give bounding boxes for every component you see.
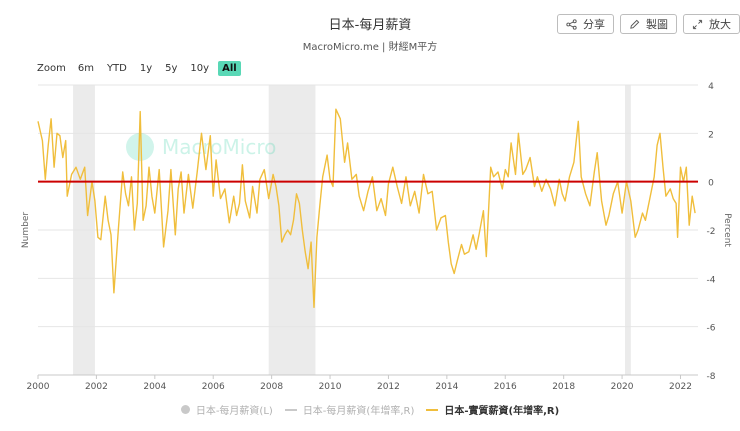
expand-label: 放大 xyxy=(709,18,731,31)
legend-label: 日本-實質薪資(年增率,R) xyxy=(444,406,560,417)
zoom-ytd[interactable]: YTD xyxy=(106,63,127,74)
y-tick-label: 0 xyxy=(708,179,714,189)
x-tick-label: 2018 xyxy=(552,382,575,392)
zoom-label: Zoom xyxy=(37,63,66,74)
share-label: 分享 xyxy=(583,18,605,31)
x-tick-label: 2006 xyxy=(202,382,225,392)
chart-title: 日本-每月薪資 xyxy=(328,18,412,33)
zoom-5y[interactable]: 5y xyxy=(165,63,178,74)
x-tick-label: 2012 xyxy=(377,382,400,392)
y-tick-label: 2 xyxy=(708,130,714,140)
legend-line-icon xyxy=(426,408,439,411)
legend-label: 日本-每月薪資(L) xyxy=(195,406,273,417)
share-button[interactable]: 分享 xyxy=(557,14,614,34)
y-tick-label: -6 xyxy=(707,324,716,334)
legend-dot-icon xyxy=(180,405,190,414)
zoom-1y[interactable]: 1y xyxy=(139,63,153,74)
y-axis-title-right: Percent xyxy=(722,213,732,247)
x-tick-label: 2002 xyxy=(85,382,108,392)
y-tick-label: -4 xyxy=(707,275,716,285)
x-tick-label: 2016 xyxy=(494,382,517,392)
series-line-real-wages xyxy=(37,108,696,308)
legend-item-real-wages-yoy[interactable]: 日本-實質薪資(年增率,R) xyxy=(426,402,559,417)
chart-subtitle: MacroMicro.me | 財經M平方 xyxy=(302,42,438,53)
y-tick-label: -8 xyxy=(707,372,716,382)
x-tick-label: 2014 xyxy=(435,382,458,392)
legend-item-wages-yoy[interactable]: 日本-每月薪資(年增率,R) xyxy=(284,402,415,417)
x-tick-label: 2004 xyxy=(143,382,166,392)
legend-item-wages[interactable]: 日本-每月薪資(L) xyxy=(180,402,273,417)
y-tick-label: 4 xyxy=(708,82,714,92)
x-tick-label: 2000 xyxy=(27,382,50,392)
x-tick-label: 2008 xyxy=(260,382,283,392)
watermark: MacroMicro xyxy=(162,135,276,159)
pencil-icon xyxy=(630,19,640,29)
zoom-6m[interactable]: 6m xyxy=(77,63,94,74)
watermark-logo-icon xyxy=(126,133,154,161)
y-axis-title-left: Number xyxy=(21,212,31,248)
x-tick-label: 2010 xyxy=(319,382,342,392)
zoom-selector: Zoom 6m YTD 1y 5y 10y All xyxy=(37,61,246,76)
draw-label: 製圖 xyxy=(646,18,668,31)
legend-line-icon xyxy=(284,408,297,411)
zoom-10y[interactable]: 10y xyxy=(190,63,210,74)
legend: 日本-每月薪資(L) 日本-每月薪資(年增率,R) 日本-實質薪資(年增率,R) xyxy=(0,402,740,417)
expand-button[interactable]: 放大 xyxy=(683,14,740,34)
toolbar: 分享 製圖 放大 xyxy=(557,14,740,34)
x-tick-label: 2022 xyxy=(669,382,692,392)
share-icon xyxy=(566,18,577,30)
zoom-all[interactable]: All xyxy=(218,61,241,76)
legend-label: 日本-每月薪資(年增率,R) xyxy=(302,406,415,417)
expand-icon xyxy=(692,19,703,29)
x-tick-label: 2020 xyxy=(611,382,634,392)
draw-button[interactable]: 製圖 xyxy=(620,14,677,34)
y-tick-label: -2 xyxy=(707,227,716,237)
